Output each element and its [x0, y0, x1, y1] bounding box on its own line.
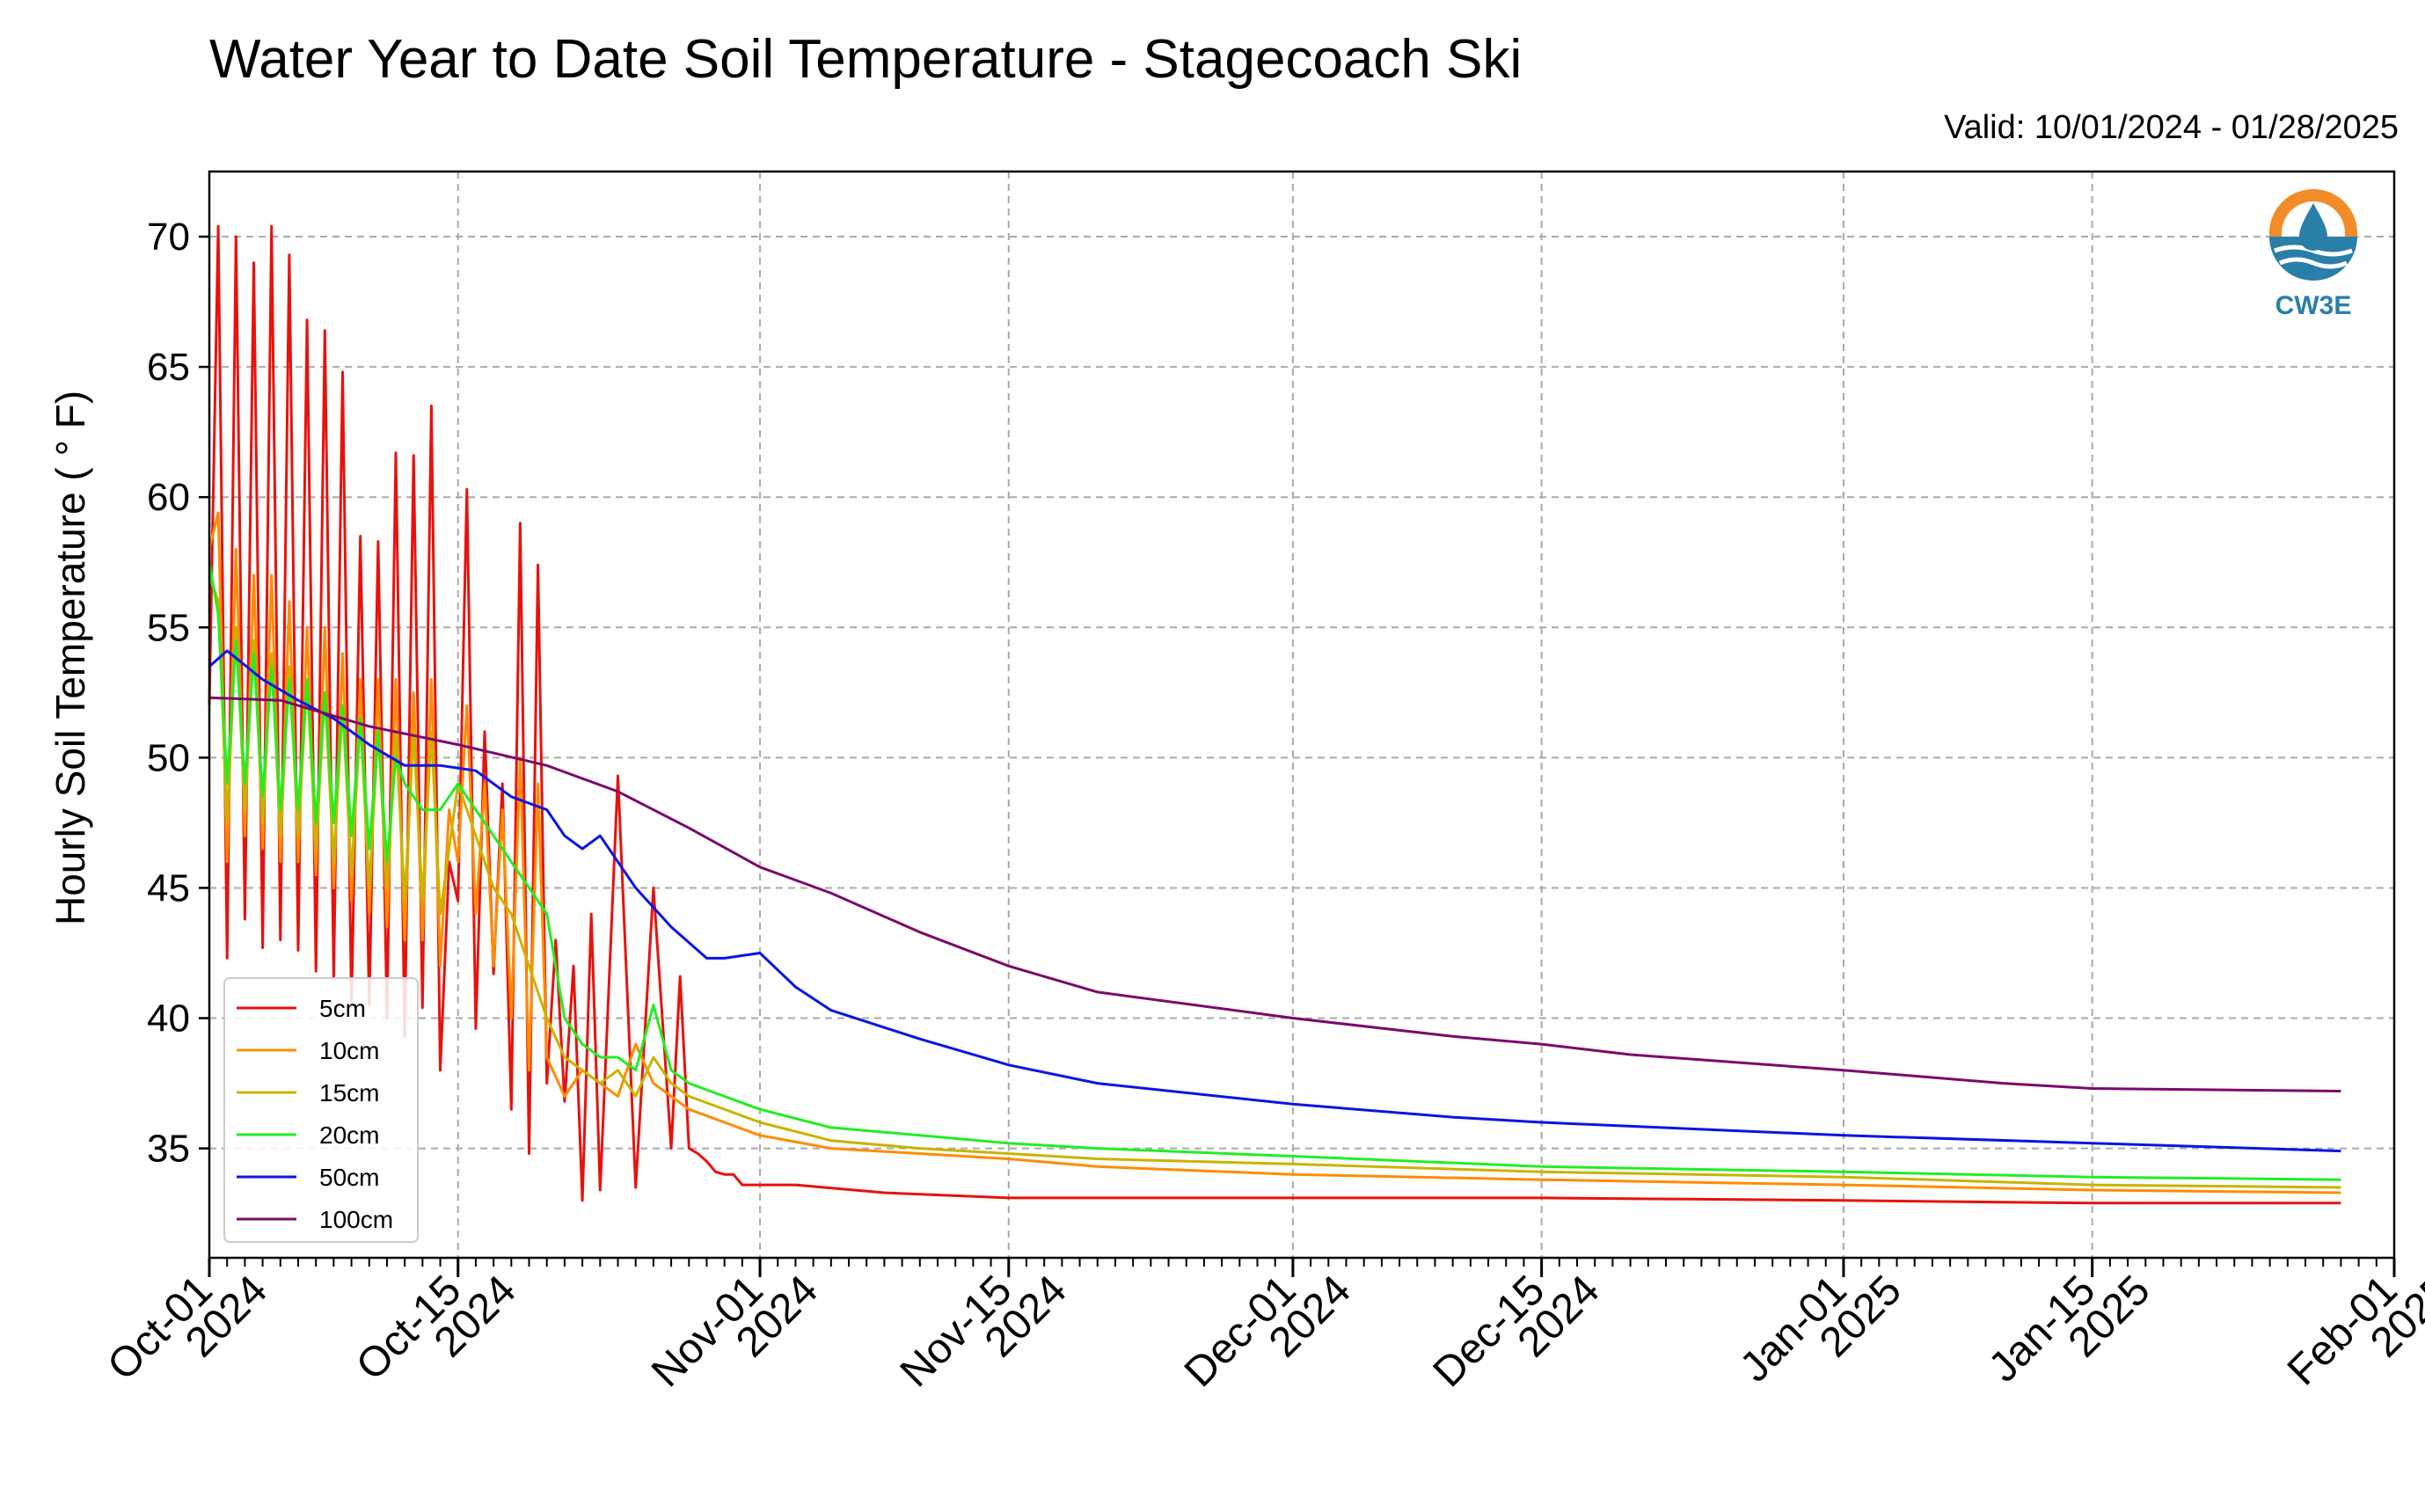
valid-date-range: Valid: 10/01/2024 - 01/28/2025 [1944, 109, 2399, 146]
y-axis-ticks: 35 40 45 50 55 60 65 70 [147, 215, 209, 1171]
legend-label-15cm: 15cm [319, 1079, 379, 1107]
plot-frame [208, 170, 2396, 1260]
series-line-20cm [208, 561, 2341, 1181]
y-tick-label: 40 [147, 997, 190, 1041]
y-tick-label: 35 [147, 1128, 190, 1171]
y-tick-label: 65 [147, 346, 190, 389]
y-tick-label: 50 [147, 736, 190, 779]
legend-label-10cm: 10cm [319, 1037, 379, 1064]
y-tick-label: 70 [147, 215, 190, 259]
y-tick-label: 55 [147, 606, 190, 649]
legend-label-5cm: 5cm [319, 995, 366, 1022]
legend-label-50cm: 50cm [319, 1164, 379, 1191]
series-line-50cm [208, 649, 2341, 1153]
logo-text: CW3E [2275, 291, 2352, 320]
legend-label-100cm: 100cm [319, 1206, 393, 1233]
series-line-100cm [208, 696, 2341, 1092]
chart-title: Water Year to Date Soil Temperature - St… [209, 29, 1523, 90]
y-tick-label: 45 [147, 866, 190, 909]
grid-lines [209, 172, 2394, 1258]
logo-drop-icon [2299, 203, 2327, 251]
y-tick-label: 60 [147, 476, 190, 519]
legend: 5cm 10cm 15cm 20cm 50cm 100cm [223, 977, 419, 1243]
cw3e-logo: CW3E [2269, 189, 2357, 320]
series-line-10cm [208, 511, 2341, 1194]
logo-wave [2279, 257, 2348, 269]
series-lines [208, 224, 2341, 1205]
legend-label-20cm: 20cm [319, 1121, 379, 1149]
